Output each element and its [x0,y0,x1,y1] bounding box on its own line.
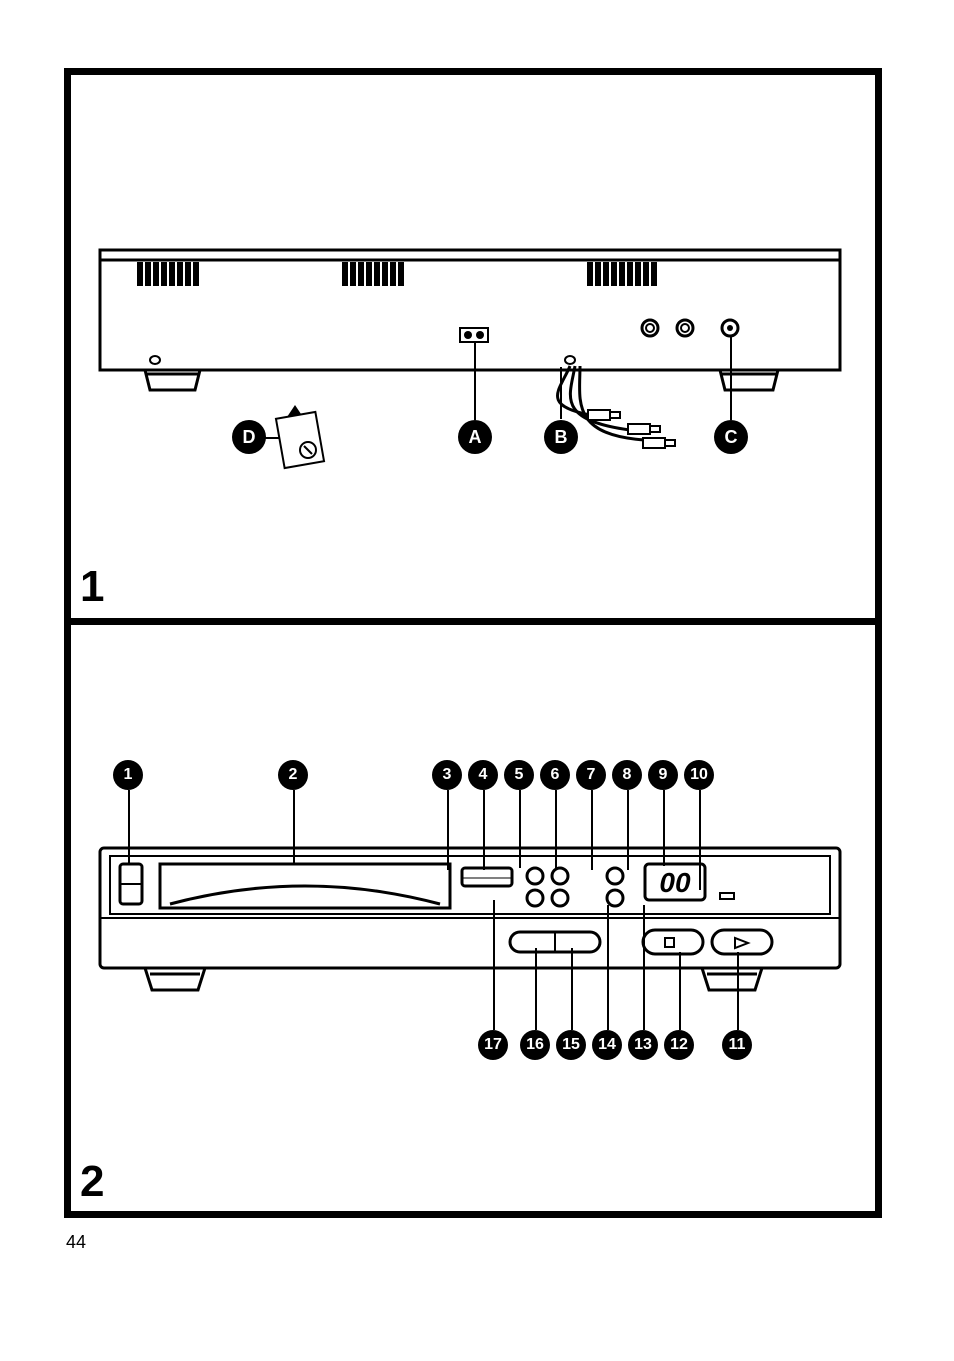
leader-d [265,437,279,439]
leader-1 [128,790,130,864]
page-number: 44 [66,1232,86,1253]
callout-a: A [458,420,492,454]
panel-divider [64,618,882,625]
leader-7 [591,790,593,870]
leader-3 [447,790,449,870]
leader-5 [519,790,521,868]
callout-7: 7 [576,760,606,790]
callout-d-label: D [243,427,256,448]
leader-15 [571,948,573,1030]
leader-9 [663,790,665,866]
callout-11: 11 [722,1030,752,1060]
callout-4: 4 [468,760,498,790]
leader-13 [643,905,645,1030]
callout-12: 12 [664,1030,694,1060]
callout-5: 5 [504,760,534,790]
callout-8: 8 [612,760,642,790]
leader-c [730,336,732,420]
callout-b-label: B [555,427,568,448]
leader-2 [293,790,295,864]
leader-8 [627,790,629,870]
callout-3: 3 [432,760,462,790]
leader-12 [679,952,681,1030]
leader-6 [555,790,557,868]
callout-a-label: A [469,427,482,448]
callout-14: 14 [592,1030,622,1060]
leader-10 [699,790,701,890]
callout-9: 9 [648,760,678,790]
leader-b [560,367,562,419]
callout-1: 1 [113,760,143,790]
callout-13: 13 [628,1030,658,1060]
callout-c-label: C [725,427,738,448]
callout-b: B [544,420,578,454]
callout-2: 2 [278,760,308,790]
svg-text:00: 00 [659,867,691,898]
leader-14 [607,905,609,1030]
callout-6: 6 [540,760,570,790]
callout-15: 15 [556,1030,586,1060]
panel-1-label: 1 [80,565,104,609]
leader-17 [493,900,495,1030]
callout-c: C [714,420,748,454]
callout-17: 17 [478,1030,508,1060]
leader-a [474,342,476,420]
callout-d: D [232,420,266,454]
panel-2-label: 2 [80,1160,104,1204]
leader-16 [535,948,537,1030]
leader-4 [483,790,485,870]
front-view-diagram: 00 [90,838,850,1038]
callout-16: 16 [520,1030,550,1060]
page: D A B C 1 00 [0,0,954,1361]
callout-10: 10 [684,760,714,790]
leader-11 [737,952,739,1030]
